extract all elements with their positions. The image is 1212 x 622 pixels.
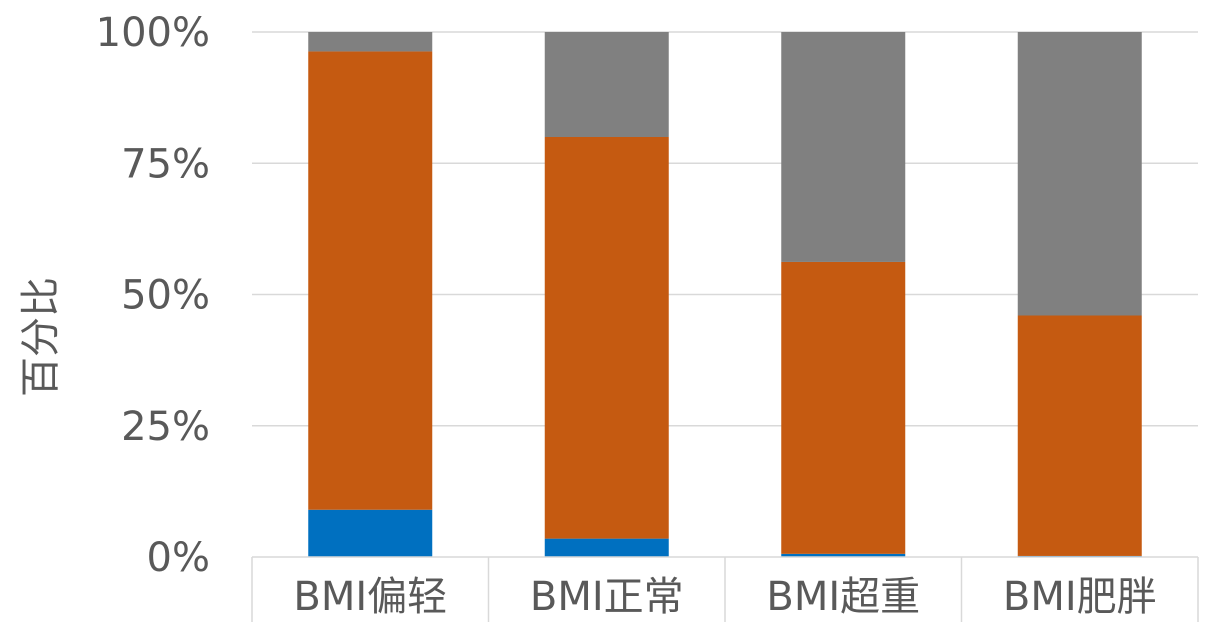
bar-segment [1017, 32, 1142, 316]
bar-segment [308, 51, 433, 510]
x-tick-label: BMI超重 [766, 574, 920, 620]
bar-segment [544, 538, 669, 557]
bar-segment [781, 32, 906, 262]
x-tick-label: BMI正常 [530, 574, 684, 620]
bar-segment [544, 32, 669, 137]
y-tick-label: 100% [96, 10, 210, 56]
bar-segment [781, 553, 906, 557]
y-tick-label: 0% [147, 535, 210, 581]
bars [308, 32, 1142, 557]
y-tick-label: 25% [121, 404, 210, 450]
bar-segment [544, 137, 669, 539]
y-tick-labels: 0% 25% 50% 75% 100% [96, 10, 210, 581]
x-axis: BMI偏轻 BMI正常 BMI超重 BMI肥胖 [251, 556, 1199, 622]
y-tick-label: 75% [121, 141, 210, 187]
bar-segment [308, 32, 433, 52]
bar-segment [781, 261, 906, 554]
y-tick-label: 50% [121, 273, 210, 319]
bar-segment [1017, 315, 1142, 556]
y-axis-title: 百分比 [18, 277, 64, 397]
bar-segment [308, 509, 433, 557]
x-tick-label: BMI偏轻 [293, 574, 447, 620]
x-tick-label: BMI肥胖 [1003, 574, 1157, 620]
